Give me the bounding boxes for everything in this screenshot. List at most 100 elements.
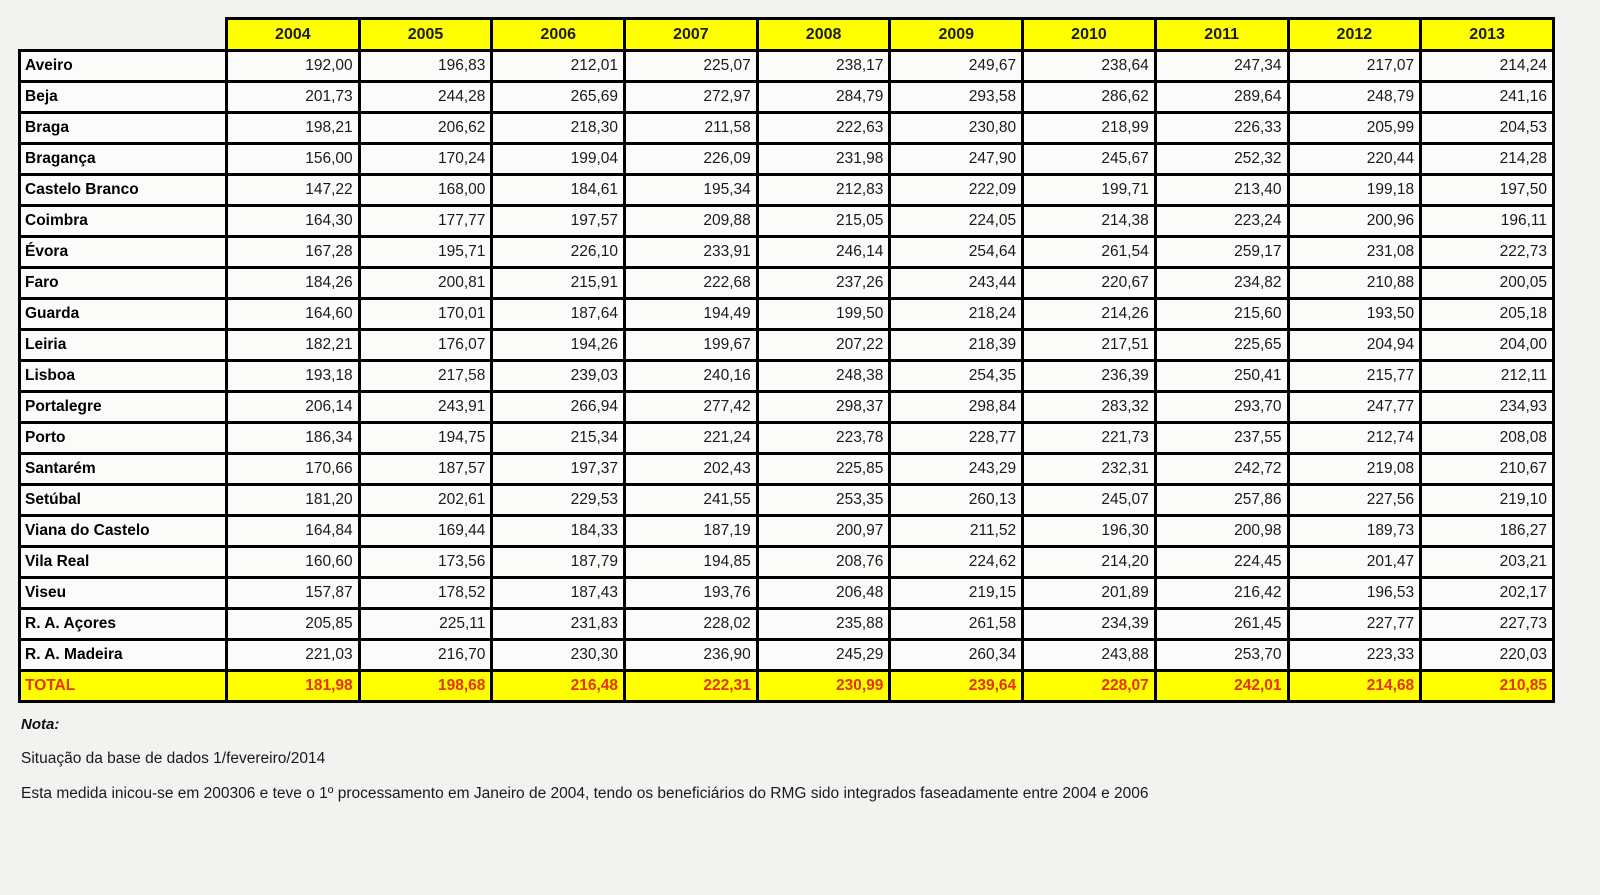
value-cell: 215,60 (1153, 297, 1290, 331)
value-cell: 225,11 (357, 607, 494, 641)
table-header: 2004 2005 2006 2007 2008 2009 2010 2011 2012 2013 (20, 17, 1555, 52)
value-cell: 192,00 (225, 49, 361, 83)
value-cell: 220,03 (1419, 638, 1555, 672)
value-cell: 253,35 (755, 483, 892, 517)
value-cell: 220,44 (1286, 142, 1423, 176)
value-cell: 230,30 (490, 638, 627, 672)
value-cell: 182,21 (225, 328, 361, 362)
value-cell: 217,07 (1286, 49, 1423, 83)
value-cell: 241,16 (1419, 80, 1555, 114)
value-cell: 200,81 (357, 266, 494, 300)
value-cell: 209,88 (623, 204, 759, 238)
value-cell: 164,84 (225, 514, 361, 548)
value-cell: 193,50 (1286, 297, 1423, 331)
value-cell: 216,42 (1153, 576, 1290, 610)
value-cell: 194,49 (623, 297, 759, 331)
value-cell: 187,43 (490, 576, 627, 610)
value-cell: 197,57 (490, 204, 627, 238)
value-cell: 227,56 (1286, 483, 1423, 517)
value-cell: 231,08 (1286, 235, 1423, 269)
value-cell: 212,11 (1419, 359, 1555, 393)
value-cell: 277,42 (623, 390, 759, 424)
value-cell: 205,85 (225, 607, 361, 641)
value-cell: 236,39 (1021, 359, 1157, 393)
value-cell: 196,30 (1021, 514, 1157, 548)
value-cell: 233,91 (623, 235, 759, 269)
table-row: Lisboa 193,18 217,58 239,03 240,16 248,38 254,… (18, 359, 1555, 393)
value-cell: 228,77 (888, 421, 1025, 455)
value-cell: 249,67 (888, 49, 1025, 83)
value-cell: 200,05 (1419, 266, 1555, 300)
year-header-2005: 2005 (357, 17, 494, 52)
value-cell: 243,91 (357, 390, 494, 424)
value-cell: 212,01 (490, 49, 627, 83)
value-cell: 225,07 (623, 49, 759, 83)
value-cell: 261,54 (1021, 235, 1157, 269)
value-cell: 187,19 (623, 514, 759, 548)
note-line-measure-history: Esta medida inicou-se em 200306 e teve o… (21, 785, 1149, 802)
value-cell: 206,14 (225, 390, 361, 424)
value-cell: 199,18 (1286, 173, 1423, 207)
value-cell: 164,30 (225, 204, 361, 238)
year-header-2009: 2009 (888, 17, 1025, 52)
value-cell: 169,44 (357, 514, 494, 548)
value-cell: 238,64 (1021, 49, 1157, 83)
value-cell: 220,67 (1021, 266, 1157, 300)
value-cell: 201,47 (1286, 545, 1423, 579)
value-cell: 248,38 (755, 359, 892, 393)
value-cell: 170,66 (225, 452, 361, 486)
district-name: Aveiro (18, 49, 228, 83)
value-cell: 214,28 (1419, 142, 1555, 176)
district-name: Coimbra (18, 204, 228, 238)
value-cell: 226,33 (1153, 111, 1290, 145)
value-cell: 225,85 (755, 452, 892, 486)
value-cell: 219,10 (1419, 483, 1555, 517)
value-cell: 197,50 (1419, 173, 1555, 207)
table-row: Setúbal 181,20 202,61 229,53 241,55 253,35 260… (18, 483, 1555, 517)
value-cell: 198,21 (225, 111, 361, 145)
value-cell: 221,73 (1021, 421, 1157, 455)
district-name: Vila Real (18, 545, 228, 579)
value-cell: 265,69 (490, 80, 627, 114)
value-cell: 224,62 (888, 545, 1025, 579)
value-cell: 284,79 (755, 80, 892, 114)
value-cell: 214,38 (1021, 204, 1157, 238)
value-cell: 286,62 (1021, 80, 1157, 114)
value-cell: 224,45 (1153, 545, 1290, 579)
table-row: Évora 167,28 195,71 226,10 233,91 246,14 254,6… (18, 235, 1555, 269)
district-name: R. A. Açores (18, 607, 228, 641)
table-row: R. A. Madeira 221,03 216,70 230,30 236,90 245… (18, 638, 1555, 672)
district-name: Portalegre (18, 390, 228, 424)
value-cell: 196,83 (357, 49, 494, 83)
year-header-2013: 2013 (1419, 17, 1555, 52)
value-cell: 178,52 (357, 576, 494, 610)
value-cell: 206,48 (755, 576, 892, 610)
value-cell: 207,22 (755, 328, 892, 362)
district-name: Évora (18, 235, 228, 269)
value-cell: 225,65 (1153, 328, 1290, 362)
table-row: Leiria 182,21 176,07 194,26 199,67 207,22 218,… (18, 328, 1555, 362)
value-cell: 204,94 (1286, 328, 1423, 362)
year-header-2012: 2012 (1286, 17, 1423, 52)
value-cell: 173,56 (357, 545, 494, 579)
value-cell: 254,64 (888, 235, 1025, 269)
value-cell: 239,03 (490, 359, 627, 393)
value-cell: 219,08 (1286, 452, 1423, 486)
value-cell: 226,10 (490, 235, 627, 269)
value-cell: 170,24 (357, 142, 494, 176)
value-cell: 198,68 (357, 669, 494, 703)
value-cell: 226,09 (623, 142, 759, 176)
value-cell: 186,27 (1419, 514, 1555, 548)
value-cell: 208,76 (755, 545, 892, 579)
district-name: Guarda (18, 297, 228, 331)
year-header-2010: 2010 (1021, 17, 1157, 52)
value-cell: 157,87 (225, 576, 361, 610)
value-cell: 218,24 (888, 297, 1025, 331)
value-cell: 186,34 (225, 421, 361, 455)
value-cell: 218,99 (1021, 111, 1157, 145)
value-cell: 259,17 (1153, 235, 1290, 269)
district-name: Porto (18, 421, 228, 455)
value-cell: 250,41 (1153, 359, 1290, 393)
district-name: Setúbal (18, 483, 228, 517)
table-row: Vila Real 160,60 173,56 187,79 194,85 208,76 2… (18, 545, 1555, 579)
